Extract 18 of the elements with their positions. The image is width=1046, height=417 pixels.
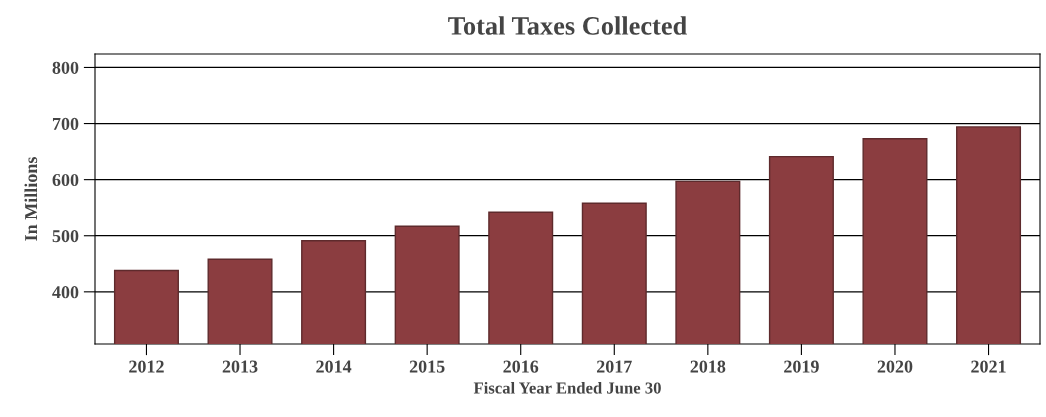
y-tick-label: 500: [52, 230, 79, 243]
chart-title: Total Taxes Collected: [448, 16, 687, 35]
x-tick-label: 2019: [784, 360, 819, 373]
y-tick-label: 400: [52, 286, 79, 299]
y-tick-label: 600: [52, 173, 79, 187]
y-tick-label: 700: [52, 117, 79, 130]
x-tick-label: 2014: [316, 360, 352, 373]
x-tick-label: 2021: [971, 360, 1006, 373]
x-tick-label: 2015: [409, 360, 445, 373]
x-tick-label: 2017: [596, 360, 632, 373]
x-axis-title: Fiscal Year Ended June 30: [473, 381, 661, 394]
x-tick-label: 2012: [129, 360, 164, 373]
x-tick-label: 2013: [222, 360, 258, 373]
y-tick-label: 800: [52, 61, 79, 74]
x-tick-label: 2018: [690, 360, 726, 373]
x-tick-label: 2016: [503, 360, 539, 373]
x-tick-label: 2020: [877, 360, 913, 373]
y-axis-title: In Millions: [24, 157, 38, 241]
